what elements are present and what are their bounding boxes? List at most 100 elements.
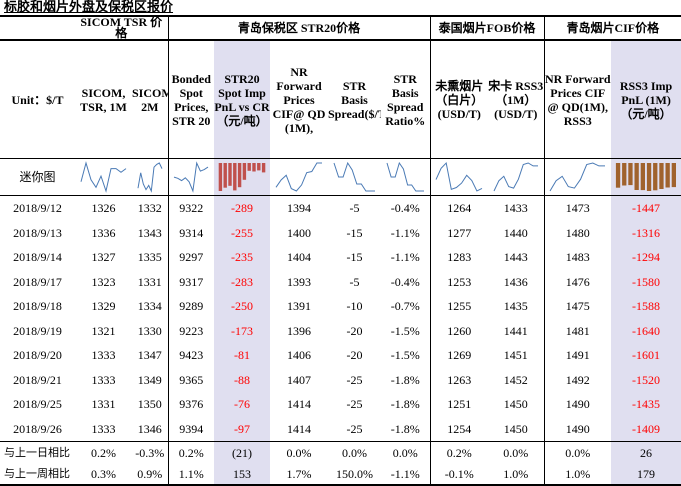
table-cell: -1409 [611, 416, 681, 442]
table-cell: -0.4% [390, 274, 420, 289]
sparkbar [257, 163, 261, 171]
row-date: 2018/9/12 [13, 201, 62, 216]
table-cell: -20 [346, 323, 363, 338]
row-date: 2018/9/20 [13, 348, 62, 363]
col-header-str20-pnl: STR20 Spot Imp PnL vs CR（元/吨） [214, 40, 270, 159]
sparkbar [653, 163, 658, 191]
table-cell: -97 [214, 416, 270, 442]
table-cell: 1450 [503, 421, 528, 436]
table-cell: -1601 [611, 343, 681, 368]
table-cell: 1343 [137, 225, 162, 240]
table-cell: -283 [214, 269, 270, 294]
table-cell: 1331 [91, 397, 116, 412]
table-cell: 1333 [91, 348, 116, 363]
table-cell: 1.1% [167, 463, 214, 486]
table-cell: 1481 [543, 318, 612, 343]
table-cell: 1400 [287, 225, 311, 240]
table-cell: 1480 [543, 220, 612, 245]
table-cell: 0.2% [429, 441, 488, 463]
table-row: 2018/9/12 1326 1332 9322 -289 1394 -5 -0.4% 1264… [0, 195, 681, 221]
table-cell: -0.3% [132, 441, 168, 463]
table-cell: 9365 [167, 367, 214, 392]
table-cell: 153 [214, 463, 270, 486]
sparkline-path [80, 161, 127, 193]
table-body: 迷你图 2018/9/12 1326 1332 9322 -289 1394 -5 -0.4% 1… [0, 158, 681, 486]
table-cell: 0.3% [75, 463, 132, 486]
sparkline-chart [275, 162, 322, 192]
table-cell: 1.7% [270, 463, 328, 486]
sparkline-chart [493, 162, 538, 192]
sparkbar [622, 163, 627, 186]
sparkline-path [386, 161, 424, 192]
table-cell: -76 [214, 392, 270, 417]
sparkbar [247, 163, 251, 171]
table-cell: -15 [346, 250, 363, 265]
table-cell: 1394 [287, 201, 311, 216]
table-cell: 9423 [167, 343, 214, 368]
table-cell: -25 [346, 397, 363, 412]
col-header-unit: Unit：$/T [0, 40, 75, 159]
table-cell: -173 [214, 318, 270, 343]
sparkbar [628, 163, 633, 186]
table-cell: 1251 [429, 392, 488, 417]
table-cell: 1334 [137, 299, 162, 314]
table-cell: 1440 [503, 225, 528, 240]
row-date: 2018/9/18 [13, 299, 62, 314]
sparkbar [646, 163, 652, 191]
table-cell: -88 [214, 367, 270, 392]
table-cell: 1406 [287, 348, 311, 363]
table-cell: 0.2% [75, 441, 132, 463]
table-cell: 1349 [137, 372, 162, 387]
table-cell: 1396 [287, 323, 311, 338]
table-cell: 1436 [503, 274, 528, 289]
table-cell: -1.8% [390, 397, 420, 412]
table-cell: 1330 [137, 323, 162, 338]
sparkline-chart [80, 161, 127, 193]
table-cell: 1404 [287, 250, 311, 265]
table-cell: -235 [214, 245, 270, 270]
table-cell: -255 [214, 220, 270, 245]
table-cell: -1.1% [390, 250, 420, 265]
page-title: 标胶和烟片外盘及保税区报价 [4, 0, 174, 14]
table-cell: 0.2% [167, 441, 214, 463]
table-cell: -1316 [611, 220, 681, 245]
sparkbar-chart [218, 163, 266, 191]
table-cell: 1391 [287, 299, 311, 314]
table-cell: (21) [214, 441, 270, 463]
sparkline-chart [435, 161, 483, 192]
table-cell: -5 [349, 201, 360, 216]
comparison-label: 与上一日相比 [0, 441, 75, 463]
sparkline-path [493, 162, 538, 192]
table-cell: -10 [346, 299, 363, 314]
table-cell: -1.1% [390, 225, 420, 240]
row-date: 2018/9/21 [13, 372, 62, 387]
table-cell: -1.8% [390, 421, 420, 436]
table-cell: -25 [346, 421, 363, 436]
table-cell: 0.0% [488, 441, 545, 463]
table-cell: -1580 [611, 269, 681, 294]
row-date: 2018/9/17 [13, 274, 62, 289]
sparkbar [640, 163, 646, 191]
table-cell: 1.0% [543, 463, 612, 486]
col-header-songkhla-rss3: 宋卡 RSS3（1M）(USD/T) [488, 40, 545, 159]
table-cell: 9394 [167, 416, 214, 442]
table-row: 2018/9/25 1331 1350 9376 -76 1414 -25 -1.8% 1251… [0, 392, 681, 417]
table-cell: -1520 [611, 367, 681, 392]
sparkbar [242, 163, 247, 180]
sparkbar [665, 163, 670, 188]
table-cell: -1294 [611, 245, 681, 270]
table-cell: 1.0% [488, 463, 545, 486]
table-cell: 1414 [287, 397, 311, 412]
table-cell: 1333 [91, 421, 116, 436]
table-cell: 1476 [543, 269, 612, 294]
table-cell: 1347 [137, 348, 162, 363]
table-cell: 179 [611, 463, 681, 486]
group-sicom: SICOM TSR 价格 [75, 15, 168, 41]
table-row: 2018/9/26 1333 1346 9394 -97 1414 -25 -1.8% 1254… [0, 416, 681, 442]
table-cell: 1483 [543, 245, 612, 270]
table-cell: -0.7% [390, 299, 420, 314]
table-cell: 9322 [167, 195, 214, 221]
sparkline-row: 迷你图 [0, 158, 681, 196]
table-cell: 9314 [167, 220, 214, 245]
table-cell: 1333 [91, 372, 116, 387]
